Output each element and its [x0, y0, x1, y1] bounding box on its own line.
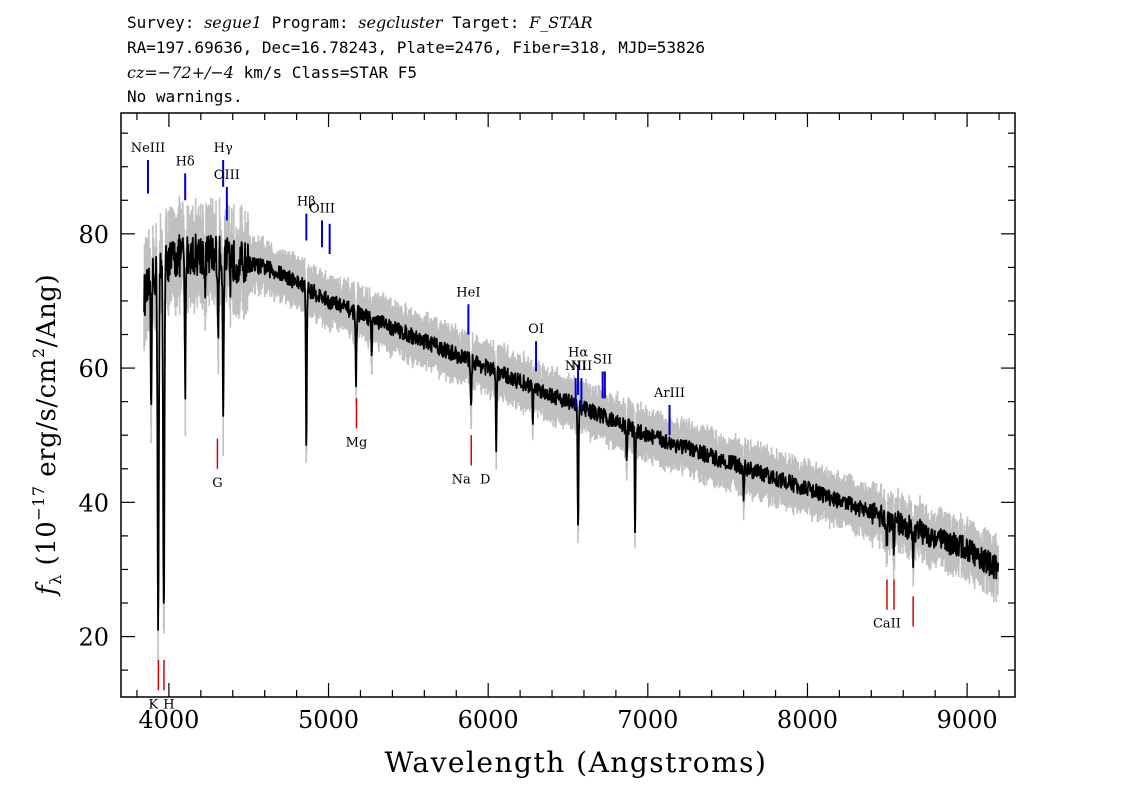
y-label-exp: −17: [29, 485, 48, 520]
header-line-1: Survey: segue1 Program: segcluster Targe…: [127, 13, 593, 32]
x-axis-label: Wavelength (Angstroms): [385, 746, 768, 779]
emission-line-label: HeI: [456, 285, 480, 300]
x-tick-label: 9000: [937, 706, 998, 734]
absorption-lines: K H G Mg Na D CaII: [148, 398, 914, 712]
y-label-exp: 2: [29, 347, 48, 358]
absorption-line-label: G: [212, 476, 222, 491]
header-line-4: No warnings.: [127, 87, 243, 106]
y-label-sub: λ: [46, 574, 65, 585]
y-tick-label: 40: [78, 489, 109, 517]
header-line-2: RA=197.69636, Dec=16.78243, Plate=2476, …: [127, 38, 705, 57]
emission-line-label: NII: [571, 359, 593, 374]
y-label-part: /Ang): [32, 274, 62, 348]
emission-line-label: NII: [565, 359, 587, 374]
absorption-line-label: K: [148, 697, 158, 712]
flux-series: [143, 233, 1000, 631]
y-tick-label: 20: [78, 624, 109, 652]
emission-line-label: Hγ: [214, 141, 233, 156]
emission-line-label: OIII: [214, 168, 240, 183]
emission-line-label: Hδ: [176, 154, 195, 169]
x-tick-label: 7000: [617, 706, 678, 734]
emission-line-label: Hβ: [297, 195, 316, 210]
absorption-line-label: H: [163, 697, 174, 712]
x-tick-label: 8000: [777, 706, 838, 734]
emission-line-label: OI: [528, 322, 544, 337]
absorption-line-label: CaII: [873, 617, 901, 632]
x-tick-label: 6000: [458, 706, 519, 734]
y-label-part: erg/s/cm: [32, 358, 62, 485]
x-tick-label: 4000: [138, 706, 199, 734]
y-label-f: f: [32, 581, 62, 597]
y-tick-label: 60: [78, 355, 109, 383]
emission-line-label: SII: [593, 352, 612, 367]
y-tick-label: 80: [78, 221, 109, 249]
absorption-line-label: Mg: [346, 435, 368, 450]
y-label-part: (10: [32, 521, 62, 575]
x-axis: 4000 5000 6000 7000 8000 9000 Wavelength (Angs…: [136, 113, 1000, 779]
emission-line-label: NeIII: [131, 141, 165, 156]
emission-line-label: OIII: [309, 201, 335, 216]
y-axis: 20 40 60 80 fλ (10−17 erg/s/cm2/Ang): [29, 132, 1015, 671]
header-line-3: cz=−72+/−4 km/s Class=STAR F5: [127, 63, 417, 82]
y-axis-label: fλ (10−17 erg/s/cm2/Ang): [29, 274, 65, 597]
emission-line-label: Hα: [568, 346, 588, 361]
x-tick-label: 5000: [298, 706, 359, 734]
emission-line-label: ArIII: [653, 386, 685, 401]
absorption-line-label: D: [480, 472, 490, 487]
plot-frame: [120, 112, 1016, 698]
absorption-line-label: Na: [452, 472, 471, 487]
